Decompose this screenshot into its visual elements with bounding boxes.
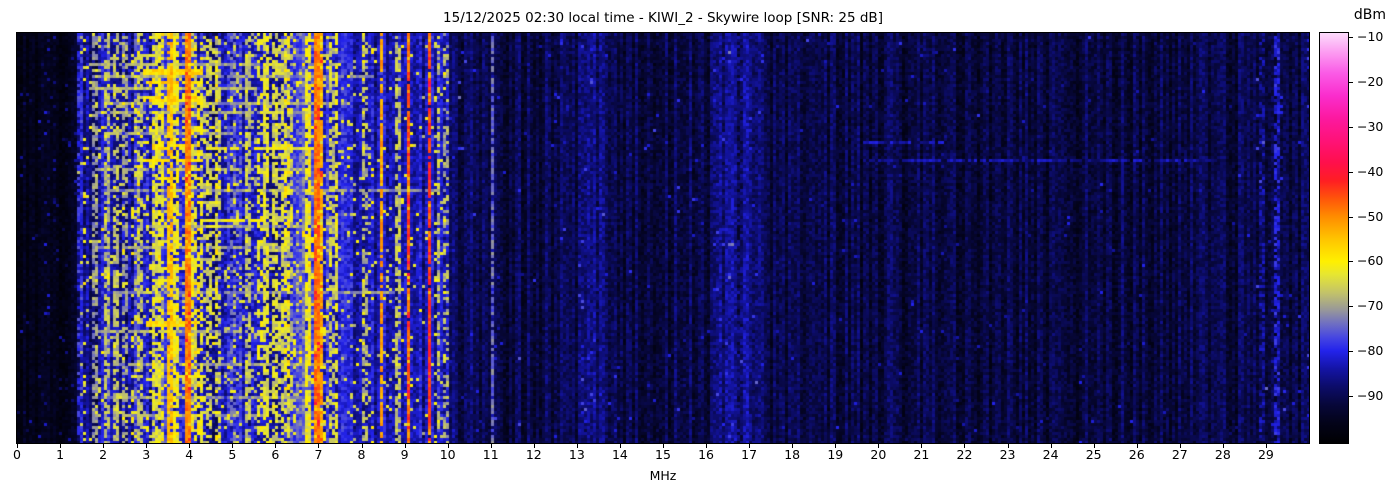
colorbar <box>1319 32 1349 444</box>
colorbar-unit-label: dBm <box>1353 7 1387 23</box>
x-tick-label: 20 <box>870 447 887 462</box>
x-tick-mark <box>60 444 62 448</box>
x-tick-mark <box>1265 444 1267 448</box>
x-tick-label: 24 <box>1042 447 1059 462</box>
colorbar-tick-mark <box>1349 126 1353 128</box>
x-tick-mark <box>1222 444 1224 448</box>
colorbar-tick-label: −40 <box>1357 163 1384 179</box>
x-tick-mark <box>1136 444 1138 448</box>
x-tick-mark <box>404 444 406 448</box>
x-tick-mark <box>706 444 708 448</box>
x-tick-mark <box>1093 444 1095 448</box>
x-tick-mark <box>318 444 320 448</box>
x-tick-mark <box>1007 444 1009 448</box>
x-tick-mark <box>533 444 535 448</box>
x-tick-label: 9 <box>400 447 409 462</box>
x-tick-label: 19 <box>827 447 844 462</box>
x-tick-mark <box>447 444 449 448</box>
x-tick-mark <box>749 444 751 448</box>
colorbar-tick-mark <box>1349 37 1353 39</box>
colorbar-tick-label: −70 <box>1357 298 1384 314</box>
x-tick-label: 17 <box>741 447 758 462</box>
x-tick-label: 25 <box>1085 447 1102 462</box>
x-tick-label: 26 <box>1128 447 1145 462</box>
colorbar-tick-mark <box>1349 350 1353 352</box>
x-tick-label: 29 <box>1257 447 1274 462</box>
x-tick-label: 10 <box>439 447 456 462</box>
x-tick-mark <box>663 444 664 448</box>
colorbar-tick-mark <box>1349 261 1353 263</box>
colorbar-tick-mark <box>1349 216 1353 218</box>
x-tick-label: 12 <box>525 447 542 462</box>
x-tick-label: 23 <box>999 447 1016 462</box>
x-axis-label: MHz <box>649 468 677 483</box>
colorbar-tick-mark <box>1349 171 1353 173</box>
x-tick-mark <box>835 444 837 448</box>
x-tick-label: 4 <box>185 447 194 462</box>
x-tick-mark <box>576 444 578 448</box>
x-tick-label: 18 <box>784 447 801 462</box>
x-tick-mark <box>878 444 880 448</box>
x-tick-label: 7 <box>314 447 323 462</box>
x-tick-mark <box>275 444 277 448</box>
colorbar-tick-label: −30 <box>1357 118 1384 134</box>
x-tick-label: 15 <box>655 447 671 462</box>
x-tick-label: 22 <box>956 447 973 462</box>
x-tick-label: 1 <box>56 447 65 462</box>
x-tick-label: 16 <box>698 447 715 462</box>
x-tick-label: 0 <box>13 447 21 462</box>
x-tick-label: 3 <box>142 447 151 462</box>
x-tick-mark <box>232 444 234 448</box>
chart-title: 15/12/2025 02:30 local time - KIWI_2 - S… <box>443 10 883 26</box>
x-tick-label: 5 <box>228 447 237 462</box>
x-tick-mark <box>490 444 492 448</box>
x-tick-mark <box>792 444 794 448</box>
x-tick-label: 28 <box>1214 447 1231 462</box>
x-tick-label: 27 <box>1171 447 1188 462</box>
colorbar-tick-label: −50 <box>1357 208 1384 224</box>
colorbar-tick-label: −80 <box>1357 342 1384 358</box>
x-tick-mark <box>1179 444 1181 448</box>
x-tick-mark <box>1050 444 1052 448</box>
colorbar-tick-mark <box>1349 306 1353 308</box>
x-tick-label: 11 <box>482 447 499 462</box>
colorbar-tick-mark <box>1349 82 1353 84</box>
x-tick-mark <box>921 444 923 448</box>
x-tick-mark <box>964 444 966 448</box>
x-tick-mark <box>361 444 363 448</box>
x-tick-mark <box>17 444 18 448</box>
x-tick-label: 13 <box>568 447 585 462</box>
colorbar-tick-mark <box>1349 395 1353 397</box>
spectrogram-heatmap <box>16 32 1310 444</box>
colorbar-tick-label: −20 <box>1357 74 1384 90</box>
x-tick-label: 8 <box>357 447 366 462</box>
x-tick-mark <box>619 444 621 448</box>
x-tick-label: 14 <box>611 447 628 462</box>
colorbar-tick-label: −10 <box>1357 29 1384 45</box>
colorbar-tick-label: −60 <box>1357 253 1384 269</box>
x-tick-label: 2 <box>99 447 108 462</box>
x-tick-label: 6 <box>271 447 280 462</box>
x-tick-mark <box>146 444 148 448</box>
colorbar-tick-label: −90 <box>1357 387 1384 403</box>
x-tick-label: 21 <box>913 447 930 462</box>
x-tick-mark <box>103 444 105 448</box>
x-tick-mark <box>189 444 191 448</box>
